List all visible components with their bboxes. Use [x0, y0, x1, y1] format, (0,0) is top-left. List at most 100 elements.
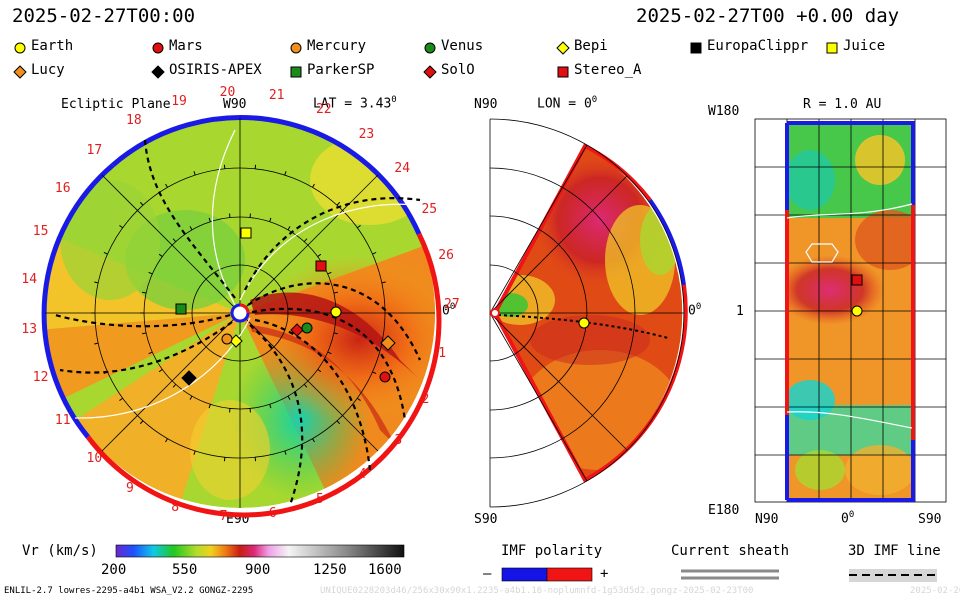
ecliptic-tick — [142, 291, 147, 294]
marker-earth-0 — [330, 306, 342, 318]
meridional-border-neg — [648, 198, 686, 286]
legend-label-mercury: Mercury — [307, 38, 367, 54]
marker-juice-0 — [240, 227, 252, 239]
ecliptic-tick — [312, 438, 315, 443]
ecliptic-tick — [148, 351, 153, 355]
sun-marker-pos — [239, 303, 250, 314]
meridional-heatmap — [495, 146, 683, 480]
ecliptic-imf-lines — [54, 139, 422, 506]
ecliptic-tick — [357, 225, 361, 229]
legend-label-bepi: Bepi — [574, 38, 608, 54]
ecliptic-tick — [142, 332, 147, 335]
ecliptic-tick — [139, 201, 144, 206]
lat-degree: 0 — [391, 95, 397, 105]
radial-x-mid: 00 — [841, 510, 854, 526]
carrington-label-19: 19 — [171, 93, 187, 109]
left-timestamp: 2025-02-27T00:00 — [12, 5, 196, 27]
carrington-label-26: 26 — [438, 248, 454, 264]
ecliptic-tick — [172, 238, 177, 242]
radial-zero-degree: 0 — [848, 510, 855, 520]
marker-earth-1 — [851, 305, 863, 317]
carrington-label-17: 17 — [86, 142, 103, 158]
spacecraft-markers — [175, 227, 863, 386]
ecliptic-tick — [287, 226, 291, 231]
ecliptic-tick — [94, 342, 99, 345]
ecliptic-tick — [284, 450, 287, 455]
ecliptic-border-neg — [111, 115, 422, 236]
legend-symbol-mercury — [290, 42, 302, 54]
ecliptic-tick — [148, 271, 153, 275]
legend-label-lucy: Lucy — [31, 62, 65, 78]
lon-value: LON = 0 — [537, 96, 592, 112]
legend-label-parkersp: ParkerSP — [307, 62, 375, 78]
ecliptic-tick — [165, 438, 168, 443]
marker-earth-2 — [578, 317, 590, 329]
ecliptic-tick — [208, 404, 211, 409]
legend-label-stereo_a: Stereo_A — [574, 62, 642, 78]
legend-symbols — [13, 41, 838, 79]
ecliptic-zero: 0 — [442, 303, 450, 319]
marker-venus-0 — [301, 322, 313, 334]
imf-positive-swatch — [546, 567, 593, 582]
carrington-label-9: 9 — [126, 480, 134, 496]
meridional-bottom-label: S90 — [474, 512, 498, 527]
ecliptic-tick — [208, 217, 211, 222]
carrington-label-22: 22 — [315, 102, 332, 118]
ecliptic-right-label: 00 — [442, 302, 455, 318]
colorbar-tick-1250: 1250 — [313, 562, 347, 578]
marker-stereo_a-0 — [315, 260, 327, 272]
meridional-right-label: 00 — [688, 302, 701, 318]
marker-mars-0 — [379, 371, 391, 383]
meridional-top-label: N90 — [474, 97, 498, 112]
ecliptic-tick — [158, 369, 163, 373]
carrington-label-25: 25 — [421, 201, 438, 217]
carrington-label-13: 13 — [21, 321, 38, 337]
ecliptic-tick — [327, 351, 332, 355]
ecliptic-tick — [119, 397, 123, 401]
colorbar-label: Vr (km/s) — [22, 543, 98, 559]
carrington-label-20: 20 — [219, 85, 236, 101]
legend-label-earth: Earth — [31, 38, 74, 54]
lat-value: LAT = 3.43 — [313, 96, 392, 112]
legend-label-mars: Mars — [169, 38, 203, 54]
ecliptic-tick — [139, 420, 144, 425]
footer-model-info: ENLIL-2.7 lowres-2295-a4b1 WSA_V2.2 GONG… — [4, 586, 254, 596]
imf-polarity-title: IMF polarity — [501, 543, 603, 559]
radial-current-sheath-2 — [786, 411, 913, 429]
legend-symbol-osiris-apex — [151, 65, 165, 79]
vr-colorbar — [115, 544, 405, 558]
carrington-label-1: 1 — [438, 345, 447, 361]
ecliptic-tick — [165, 183, 168, 188]
colorbar-tick-200: 200 — [101, 562, 127, 578]
footer-date: 2025-02-26 — [910, 586, 960, 596]
ecliptic-tick — [333, 332, 338, 335]
ecliptic-zero-degree: 0 — [449, 302, 456, 312]
ecliptic-tick — [317, 253, 322, 257]
radial-x-left: N90 — [755, 512, 779, 527]
colorbar-tick-1600: 1600 — [368, 562, 402, 578]
ecliptic-tick — [119, 225, 123, 229]
marker-lucy-0 — [380, 335, 396, 351]
carrington-label-16: 16 — [54, 180, 71, 196]
radial-mid-left: 1 — [736, 304, 744, 319]
legend-symbol-venus — [424, 42, 436, 54]
ecliptic-tick — [303, 384, 308, 388]
legend-label-solo: SolO — [441, 62, 475, 78]
marker-osiris-apex-0 — [181, 370, 197, 386]
ecliptic-ticks — [91, 164, 389, 462]
marker-mercury-0 — [221, 333, 233, 345]
meridional-zero: 0 — [688, 303, 696, 319]
ecliptic-border-pos — [86, 232, 442, 518]
carrington-label-10: 10 — [86, 451, 103, 467]
footer-run-id: UNIQUE0228203d46/256x30x90x1.2235-a4b1.1… — [320, 586, 754, 596]
imf-negative-swatch — [501, 567, 548, 582]
ecliptic-tick — [269, 404, 272, 409]
legend-symbol-stereo_a — [557, 66, 569, 78]
colorbar-tick-900: 900 — [245, 562, 271, 578]
ecliptic-tick — [103, 371, 108, 375]
meridional-border-pos-2 — [493, 284, 688, 483]
meridional-zero-degree: 0 — [695, 302, 702, 312]
ecliptic-tick — [287, 395, 291, 400]
carrington-label-15: 15 — [32, 224, 49, 240]
imf-minus: – — [483, 566, 492, 582]
